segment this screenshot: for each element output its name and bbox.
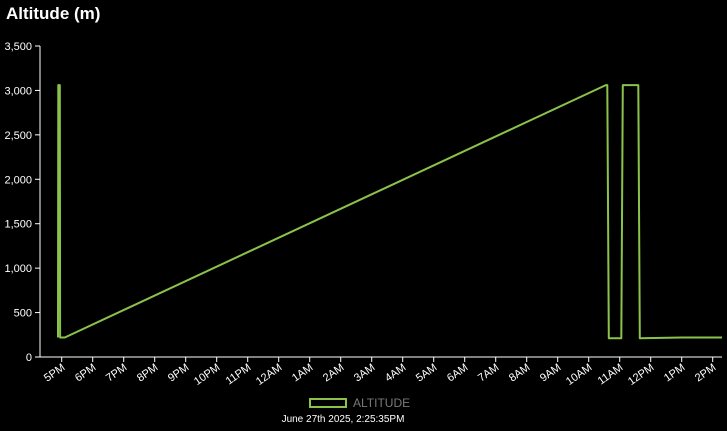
x-tick-label: 4AM [383, 362, 408, 385]
legend-swatch [309, 398, 347, 408]
y-tick-label: 2,000 [4, 174, 32, 186]
x-tick-label: 1PM [662, 362, 687, 385]
legend-label: ALTITUDE [353, 396, 411, 410]
chart-title: Altitude (m) [6, 4, 101, 23]
y-axis: 0 500 1,000 1,500 2,000 2,500 3,000 3,500 [4, 41, 41, 364]
x-tick-label: 8AM [507, 362, 532, 385]
x-tick-label: 7AM [476, 362, 501, 385]
x-tick-label: 5AM [414, 362, 439, 385]
x-tick-label: 2AM [321, 362, 346, 385]
x-tick-label: 10PM [192, 362, 222, 388]
x-tick-label: 12PM [626, 362, 656, 388]
x-tick-label: 8PM [135, 362, 160, 385]
series-line-altitude [57, 84, 722, 340]
x-tick-label: 9AM [538, 362, 563, 385]
x-tick-label: 11AM [596, 362, 626, 388]
x-tick-label: 11PM [224, 362, 254, 388]
x-tick-label: 9PM [166, 362, 191, 385]
y-tick-label: 1,500 [4, 219, 32, 231]
y-tick-label: 1,000 [4, 263, 32, 275]
x-tick-label: 2PM [693, 362, 718, 385]
series-layer [57, 84, 722, 340]
x-tick-label: 12AM [254, 362, 284, 388]
legend[interactable]: ALTITUDE [309, 396, 410, 410]
x-axis: 5PM 6PM 7PM 8PM 9PM 10PM 11PM 12AM 1AM 2AM 3AM 4AM 5… [40, 356, 722, 388]
y-tick-label: 3,000 [4, 85, 32, 97]
x-tick-label: 6PM [73, 362, 98, 385]
x-tick-label: 6AM [445, 362, 470, 385]
x-tick-label: 1AM [290, 362, 315, 385]
y-tick-label: 2,500 [4, 130, 32, 142]
x-tick-label: 3AM [352, 362, 377, 385]
x-tick-label: 5PM [42, 362, 67, 385]
x-tick-label: 7PM [104, 362, 129, 385]
y-tick-label: 0 [26, 352, 32, 364]
y-tick-label: 500 [14, 308, 32, 320]
x-tick-label: 10AM [564, 362, 594, 388]
y-tick-label: 3,500 [4, 41, 32, 53]
timestamp: June 27th 2025, 2:25:35PM [281, 414, 405, 425]
